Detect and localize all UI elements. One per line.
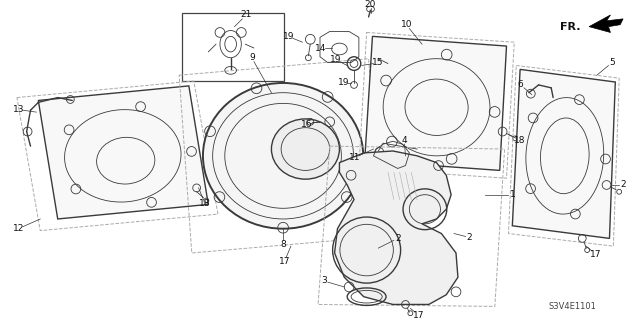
Text: 4: 4 bbox=[401, 136, 407, 145]
Polygon shape bbox=[38, 86, 208, 219]
Text: 11: 11 bbox=[349, 153, 361, 162]
Text: 3: 3 bbox=[321, 276, 327, 285]
Text: 1: 1 bbox=[509, 190, 515, 199]
Polygon shape bbox=[335, 151, 458, 304]
Text: 8: 8 bbox=[280, 240, 286, 249]
Text: 12: 12 bbox=[13, 224, 24, 233]
Text: 6: 6 bbox=[517, 80, 523, 89]
Text: 2: 2 bbox=[467, 233, 472, 242]
Polygon shape bbox=[589, 15, 623, 32]
Text: 14: 14 bbox=[316, 44, 326, 52]
Text: 9: 9 bbox=[249, 53, 255, 62]
Text: 5: 5 bbox=[609, 58, 615, 67]
Text: 15: 15 bbox=[372, 59, 383, 68]
Text: 16: 16 bbox=[301, 120, 312, 129]
Ellipse shape bbox=[271, 119, 339, 179]
Text: S3V4E1101: S3V4E1101 bbox=[548, 302, 596, 311]
Text: 20: 20 bbox=[365, 0, 376, 9]
Text: 19: 19 bbox=[283, 32, 294, 41]
Text: 17: 17 bbox=[590, 250, 602, 259]
Polygon shape bbox=[513, 69, 615, 238]
Text: 17: 17 bbox=[278, 257, 290, 266]
Text: FR.: FR. bbox=[560, 22, 580, 32]
Text: 17: 17 bbox=[413, 311, 425, 320]
Text: 2: 2 bbox=[620, 180, 626, 189]
Polygon shape bbox=[365, 36, 506, 171]
Text: 19: 19 bbox=[330, 55, 341, 64]
Text: 18: 18 bbox=[515, 136, 526, 145]
Text: 18: 18 bbox=[199, 199, 211, 208]
Text: 21: 21 bbox=[241, 11, 252, 20]
Text: 13: 13 bbox=[13, 105, 24, 114]
Ellipse shape bbox=[203, 83, 364, 229]
Bar bbox=[182, 13, 284, 81]
Text: 10: 10 bbox=[401, 20, 412, 29]
Text: 2: 2 bbox=[395, 234, 401, 243]
Text: 19: 19 bbox=[337, 78, 349, 87]
